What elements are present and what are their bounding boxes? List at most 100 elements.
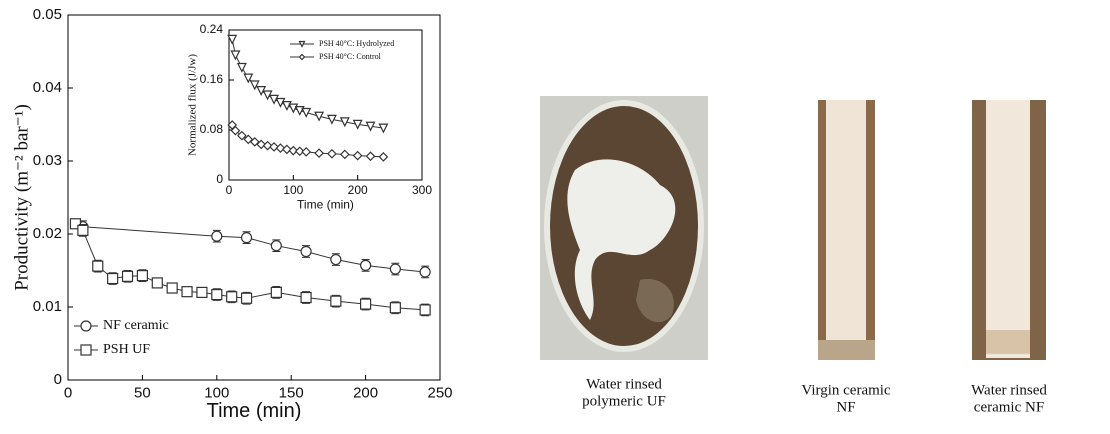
ceramic-tube: [986, 100, 1030, 358]
marker: [288, 145, 299, 156]
x-axis-label: Time (min): [297, 197, 354, 211]
marker: [236, 62, 247, 73]
y-tick-label: 0.24: [200, 22, 224, 36]
marker: [389, 263, 401, 275]
x-tick-label: 50: [134, 384, 151, 401]
fouled-end: [986, 330, 1030, 354]
marker: [80, 344, 92, 356]
x-tick-label: 100: [283, 183, 303, 197]
marker: [237, 130, 247, 141]
marker: [339, 117, 350, 128]
marker: [339, 149, 350, 160]
marker: [69, 218, 82, 230]
y-tick-label: 0: [216, 172, 223, 186]
marker: [365, 121, 376, 132]
marker: [294, 146, 305, 157]
marker: [365, 151, 376, 162]
marker: [326, 114, 337, 125]
marker: [419, 266, 431, 278]
photo-caption: ceramic NF: [974, 399, 1044, 415]
marker: [298, 53, 306, 61]
y-tick-label: 0.08: [200, 122, 224, 136]
x-tick-label: 200: [353, 384, 378, 401]
marker: [211, 230, 223, 242]
marker: [262, 140, 273, 151]
x-axis-label: Time (min): [207, 400, 302, 422]
plot-area: [228, 29, 423, 181]
marker: [301, 107, 312, 118]
x-tick-label: 0: [226, 183, 233, 197]
legend-label: NF ceramic: [103, 318, 169, 333]
marker: [389, 302, 401, 314]
marker: [240, 292, 253, 304]
y-tick-label: 0.02: [33, 225, 62, 242]
y-tick-label: 0.03: [33, 152, 62, 169]
marker: [378, 152, 389, 162]
marker: [121, 270, 134, 282]
marker: [256, 139, 267, 150]
marker: [300, 291, 312, 304]
stain: [636, 279, 674, 323]
ceramic-tube: [826, 100, 866, 358]
photo-caption: polymeric UF: [582, 393, 666, 409]
marker: [243, 73, 254, 84]
marker: [226, 291, 238, 303]
marker: [136, 270, 148, 282]
marker: [270, 240, 282, 252]
marker: [360, 259, 372, 271]
x-tick-label: 0: [64, 384, 72, 401]
photo-rinsed-ceramic: [972, 100, 1046, 360]
marker: [249, 137, 260, 147]
x-tick-label: 150: [279, 384, 304, 401]
y-axis-label: Normalized flux (J/Jw): [187, 54, 199, 156]
marker: [314, 148, 324, 158]
marker: [107, 272, 119, 285]
photo-caption: Water rinsed: [971, 382, 1047, 398]
marker: [282, 144, 292, 155]
base: [818, 340, 875, 360]
marker: [352, 150, 363, 161]
marker: [314, 111, 325, 122]
marker: [419, 304, 431, 316]
photo-virgin-ceramic: [818, 100, 875, 360]
marker: [227, 34, 238, 45]
marker: [151, 277, 163, 289]
marker: [300, 245, 312, 258]
marker: [352, 119, 363, 130]
marker: [77, 224, 89, 236]
marker: [327, 148, 337, 159]
marker: [301, 147, 312, 157]
marker: [240, 232, 253, 244]
marker: [275, 97, 286, 108]
photo-caption: NF: [836, 399, 855, 415]
marker: [92, 260, 104, 272]
marker: [230, 125, 241, 136]
marker: [196, 286, 208, 298]
marker: [378, 123, 389, 134]
y-tick-label: 0: [54, 371, 62, 388]
x-tick-label: 200: [348, 183, 368, 197]
legend-label: PSH UF: [103, 342, 150, 357]
legend-label: PSH 40°C: Hydrolyzed: [319, 39, 394, 48]
marker: [166, 282, 178, 294]
marker: [330, 253, 342, 266]
marker: [243, 134, 254, 145]
photo-caption: Virgin ceramic: [801, 382, 891, 398]
y-tick-label: 0.05: [33, 6, 62, 23]
x-tick-label: 100: [204, 384, 229, 401]
marker: [80, 320, 92, 332]
marker: [249, 80, 260, 91]
photo-polymeric-uf: [540, 96, 708, 360]
marker: [330, 295, 342, 307]
marker: [270, 286, 282, 298]
y-tick-label: 0.04: [33, 79, 62, 96]
x-tick-label: 250: [427, 384, 452, 401]
marker: [269, 94, 280, 105]
marker: [181, 286, 193, 298]
marker: [230, 50, 241, 61]
y-axis-label: Productivity (m⁻² bar⁻¹): [11, 104, 32, 291]
marker: [269, 142, 279, 152]
y-tick-label: 0.16: [200, 72, 224, 86]
